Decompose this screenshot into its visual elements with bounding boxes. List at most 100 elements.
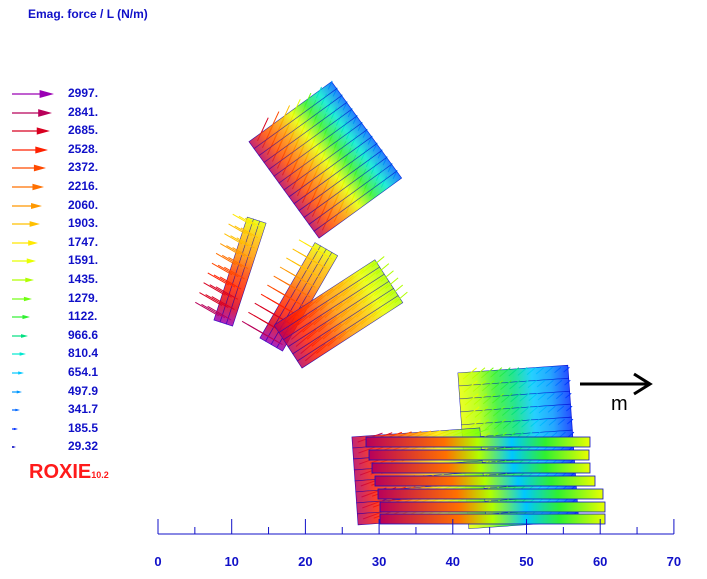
force-band — [254, 88, 342, 156]
legend-entry: 2528. — [0, 140, 140, 158]
cable-turn — [377, 488, 604, 500]
force-band — [309, 164, 397, 232]
force-band — [374, 475, 596, 487]
magnetic-moment-arrow: m — [580, 372, 653, 415]
force-band — [274, 116, 362, 183]
force-arrow — [309, 258, 327, 269]
force-arrow — [232, 247, 252, 259]
legend-entry: 497.9 — [0, 382, 140, 400]
coil-blocks — [195, 80, 606, 530]
moment-label: m — [611, 393, 628, 415]
legend-entry: 29.32 — [0, 437, 140, 455]
force-arrow — [211, 296, 235, 311]
cable-turn — [379, 501, 606, 513]
legend-arrow-icon — [12, 427, 18, 430]
force-band — [314, 171, 402, 238]
cable-turn — [379, 513, 606, 525]
force-arrow — [222, 254, 242, 267]
legend-entry: 2216. — [0, 177, 140, 195]
force-arrow — [201, 303, 226, 319]
force-band — [226, 221, 266, 327]
force-arrow — [224, 266, 245, 280]
legend-entry: 1591. — [0, 251, 140, 269]
x-axis: 0 10 20 30 40 50 60 70 — [154, 519, 681, 569]
legend-value: 2060. — [68, 197, 99, 212]
force-arrow — [211, 262, 233, 276]
force-band — [284, 129, 372, 197]
legend-arrow-icon — [12, 371, 24, 375]
legend-arrow-icon — [12, 390, 22, 394]
legend-arrow-icon — [12, 315, 30, 320]
force-band — [279, 123, 367, 190]
legend-value: 341.7 — [68, 402, 99, 417]
legend-value: 2841. — [68, 104, 99, 119]
cable-turn — [374, 475, 596, 487]
legend-arrow-icon — [12, 352, 26, 357]
axis-tick-label: 10 — [224, 554, 238, 569]
legend-arrow-icon — [12, 183, 44, 191]
force-arrow — [217, 264, 239, 278]
axis-tick-label: 70 — [667, 554, 681, 569]
legend-arrow-icon — [12, 333, 28, 338]
legend-value: 966.6 — [68, 327, 99, 342]
force-band — [249, 81, 337, 149]
legend-arrow-icon — [12, 146, 48, 154]
legend-arrow-icon — [12, 446, 16, 449]
cable-turn — [368, 449, 590, 461]
force-arrow — [203, 282, 226, 296]
legend-arrow-icon — [12, 202, 42, 209]
axis-tick-label: 40 — [446, 554, 460, 569]
legend-value: 29.32 — [68, 439, 99, 454]
legend-value: 1122. — [68, 309, 98, 324]
legend-entry: 185.5 — [0, 419, 140, 437]
force-arrow — [207, 272, 230, 286]
force-band — [260, 242, 321, 342]
legend-entry: 1435. — [0, 270, 140, 288]
legend-entry: 1122. — [0, 307, 140, 325]
legend-value: 497.9 — [68, 383, 99, 398]
force-legend: 2997. 2841. 2685. 2528. 2372. 2216. 2060. 1903.… — [0, 84, 140, 454]
legend-value: 2997. — [68, 86, 99, 100]
legend-value: 1279. — [68, 290, 99, 305]
legend-entry: 2372. — [0, 158, 140, 176]
force-arrow — [219, 243, 240, 255]
axis-tick-label: 60 — [593, 554, 607, 569]
axis-tick-label: 0 — [154, 554, 161, 569]
force-band — [264, 102, 352, 170]
legend-value: 2685. — [68, 123, 99, 138]
force-band — [269, 109, 357, 177]
force-band — [265, 245, 327, 345]
force-arrow — [215, 252, 236, 265]
coil-block — [248, 80, 403, 239]
legend-arrow-icon — [12, 258, 36, 264]
force-arrow — [230, 235, 249, 247]
roxie-logo: ROXIE10.2 — [29, 461, 109, 484]
axis-tick-label: 20 — [298, 554, 312, 569]
force-band — [294, 143, 382, 211]
legend-entry: 2841. — [0, 103, 140, 121]
legend-value: 1591. — [68, 253, 99, 268]
plot-title: Emag. force / L (N/m) — [28, 7, 148, 21]
force-arrow — [215, 286, 239, 300]
legend-entry: 2997. — [0, 84, 140, 102]
legend-arrow-icon — [12, 277, 34, 283]
force-band — [371, 462, 591, 474]
force-band — [292, 288, 399, 361]
cable-turn — [365, 436, 591, 448]
cable-turn — [371, 462, 591, 474]
coil-block — [241, 239, 339, 352]
force-band — [278, 266, 385, 340]
force-arrow — [207, 305, 232, 321]
force-arrow — [258, 330, 283, 346]
legend-entry: 1747. — [0, 233, 140, 251]
force-band — [365, 436, 591, 448]
force-arrow — [284, 294, 305, 307]
legend-entry: 810.4 — [0, 344, 140, 362]
force-band — [377, 488, 604, 500]
legend-value: 1747. — [68, 234, 99, 249]
force-arrow — [224, 233, 243, 245]
force-arrow — [290, 285, 311, 298]
legend-value: 654.1 — [68, 365, 99, 379]
legend-value: 2216. — [68, 179, 99, 193]
legend-entry: 654.1 — [0, 363, 140, 381]
